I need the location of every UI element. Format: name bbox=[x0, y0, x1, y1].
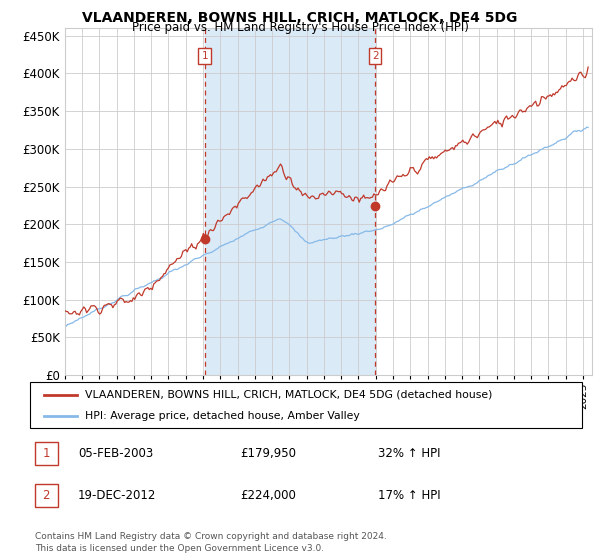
Text: Price paid vs. HM Land Registry's House Price Index (HPI): Price paid vs. HM Land Registry's House … bbox=[131, 21, 469, 34]
Text: 19-DEC-2012: 19-DEC-2012 bbox=[78, 489, 157, 502]
Text: HPI: Average price, detached house, Amber Valley: HPI: Average price, detached house, Ambe… bbox=[85, 411, 360, 421]
Bar bbox=[205, 28, 375, 375]
Text: VLAANDEREN, BOWNS HILL, CRICH, MATLOCK, DE4 5DG: VLAANDEREN, BOWNS HILL, CRICH, MATLOCK, … bbox=[82, 11, 518, 25]
Text: 2: 2 bbox=[43, 489, 50, 502]
Text: 1: 1 bbox=[43, 447, 50, 460]
Text: Contains HM Land Registry data © Crown copyright and database right 2024.
This d: Contains HM Land Registry data © Crown c… bbox=[35, 533, 386, 553]
Text: 17% ↑ HPI: 17% ↑ HPI bbox=[378, 489, 440, 502]
Text: £224,000: £224,000 bbox=[240, 489, 296, 502]
Text: 1: 1 bbox=[202, 51, 208, 61]
Text: 32% ↑ HPI: 32% ↑ HPI bbox=[378, 447, 440, 460]
Text: VLAANDEREN, BOWNS HILL, CRICH, MATLOCK, DE4 5DG (detached house): VLAANDEREN, BOWNS HILL, CRICH, MATLOCK, … bbox=[85, 390, 493, 400]
Text: 2: 2 bbox=[372, 51, 379, 61]
Text: £179,950: £179,950 bbox=[240, 447, 296, 460]
Text: 05-FEB-2003: 05-FEB-2003 bbox=[78, 447, 153, 460]
